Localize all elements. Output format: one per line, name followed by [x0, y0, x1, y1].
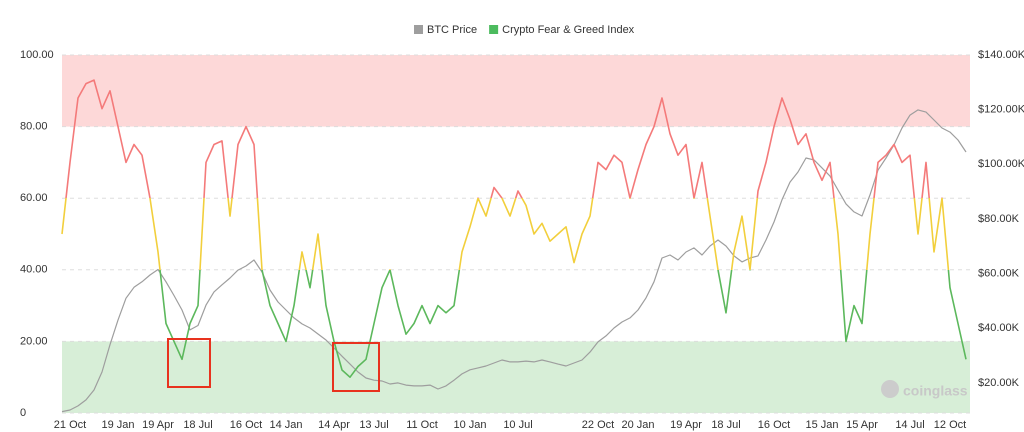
x-tick-label: 18 Jul: [711, 419, 740, 431]
x-tick-label: 19 Jan: [101, 419, 134, 431]
x-tick-label: 11 Oct: [406, 419, 438, 431]
x-tick-label: 16 Oct: [230, 419, 262, 431]
index-line: [61, 79, 967, 378]
x-tick-label: 15 Jan: [805, 419, 838, 431]
y2-tick-label: $20.00K: [978, 377, 1020, 389]
legend-label: Crypto Fear & Greed Index: [502, 24, 635, 36]
legend-swatch: [489, 25, 499, 34]
highlight-box: [332, 342, 380, 392]
legend-label: BTC Price: [427, 24, 477, 36]
y-tick-label: 100.00: [20, 49, 54, 61]
x-tick-label: 20 Jan: [621, 419, 654, 431]
legend-swatch: [414, 25, 423, 34]
x-tick-label: 21 Oct: [54, 419, 86, 431]
x-tick-label: 14 Jul: [895, 419, 924, 431]
x-tick-label: 12 Oct: [934, 419, 966, 431]
watermark-logo: [881, 380, 899, 398]
x-tick-label: 10 Jul: [503, 419, 532, 431]
zone: [62, 341, 970, 413]
y-tick-label: 20.00: [20, 335, 48, 347]
x-tick-label: 22 Oct: [582, 419, 614, 431]
y2-tick-label: $100.00K: [978, 158, 1024, 170]
zone: [62, 55, 970, 127]
y-tick-label: 0: [20, 407, 26, 419]
y2-tick-label: $140.00K: [978, 49, 1024, 61]
x-tick-label: 15 Apr: [846, 419, 878, 431]
y2-tick-label: $80.00K: [978, 213, 1020, 225]
y-tick-label: 40.00: [20, 264, 48, 276]
y2-tick-label: $120.00K: [978, 104, 1024, 116]
x-tick-label: 10 Jan: [453, 419, 486, 431]
y2-tick-label: $60.00K: [978, 268, 1020, 280]
x-tick-label: 18 Jul: [183, 419, 212, 431]
watermark: coinglass: [903, 383, 968, 399]
y-tick-label: 80.00: [20, 121, 48, 133]
highlight-box: [167, 338, 211, 388]
x-tick-label: 14 Apr: [318, 419, 350, 431]
x-tick-label: 14 Jan: [269, 419, 302, 431]
y2-tick-label: $40.00K: [978, 322, 1020, 334]
y-tick-label: 60.00: [20, 192, 48, 204]
x-tick-label: 16 Oct: [758, 419, 790, 431]
price-line: [61, 109, 967, 413]
x-tick-label: 19 Apr: [142, 419, 174, 431]
x-tick-label: 19 Apr: [670, 419, 702, 431]
x-tick-label: 13 Jul: [359, 419, 388, 431]
